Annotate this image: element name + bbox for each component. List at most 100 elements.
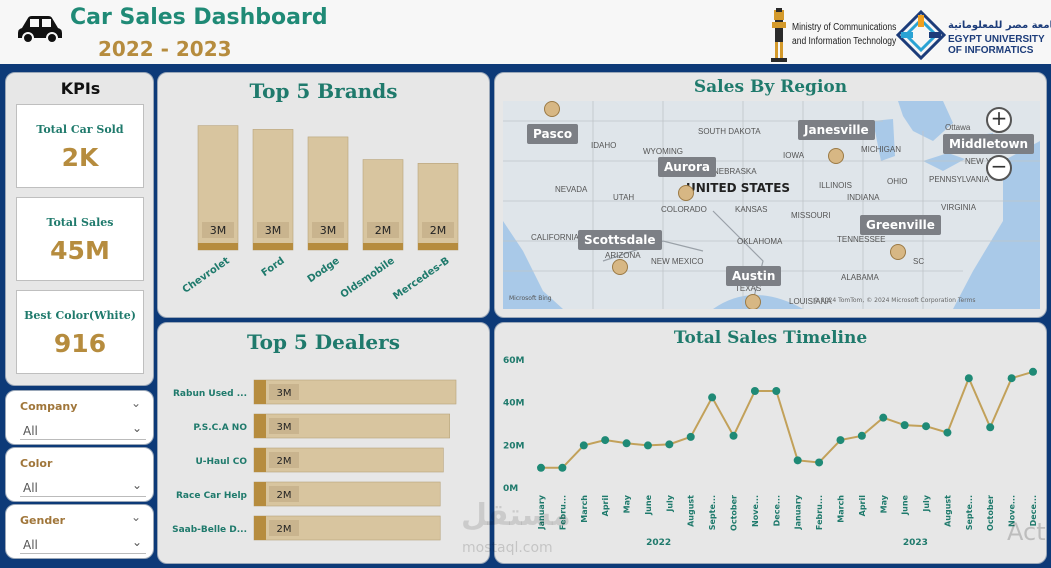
chevron-down-icon[interactable]: ⌄ xyxy=(132,478,142,492)
dashboard-years: 2022 - 2023 xyxy=(98,37,232,61)
state-label: TENNESSEE xyxy=(837,235,885,244)
company-dropdown[interactable]: All ⌄ xyxy=(20,418,146,440)
data-point xyxy=(558,464,566,472)
data-point xyxy=(858,432,866,440)
sales-timeline-chart: 0M20M40M60MJanuaryFebru...MarchAprilMayJ… xyxy=(495,323,1048,565)
data-point xyxy=(879,414,887,422)
bing-attribution: Microsoft Bing xyxy=(509,295,552,302)
state-label: VIRGINIA xyxy=(941,203,976,212)
state-label: WYOMING xyxy=(643,147,683,156)
x-tick-label: August xyxy=(687,495,696,527)
data-label: 2M xyxy=(277,490,292,501)
city-label-aurora: Aurora xyxy=(658,157,716,177)
city-label-middletown: Middletown xyxy=(943,134,1034,154)
data-label: 3M xyxy=(277,388,292,399)
bar-base xyxy=(363,243,403,250)
gender-dropdown[interactable]: All ⌄ xyxy=(20,532,146,554)
slicer-color[interactable]: Color All ⌄ xyxy=(5,447,154,502)
map-point-scottsdale[interactable] xyxy=(612,259,628,275)
country-label: UNITED STATES xyxy=(686,181,790,195)
zoom-out-button[interactable]: − xyxy=(986,155,1012,181)
state-label: ILLINOIS xyxy=(819,181,852,190)
dashboard-header: Car Sales Dashboard 2022 - 2023 Ministry… xyxy=(0,0,1051,67)
state-label: Ottawa xyxy=(945,123,970,132)
top-dealers-chart: Rabun Used ...3MP.S.C.A NO3MU-Haul CO2MR… xyxy=(158,323,491,565)
data-point xyxy=(601,436,609,444)
watermark-url: mostaql.com xyxy=(462,540,553,556)
chevron-down-icon[interactable]: ⌄ xyxy=(132,421,142,435)
state-label: SC xyxy=(913,257,924,266)
city-label-scottsdale: Scottsdale xyxy=(578,230,662,250)
y-tick-label: 20M xyxy=(503,441,525,451)
map-point-austin[interactable] xyxy=(745,294,761,309)
data-label: 2M xyxy=(277,524,292,535)
zoom-in-button[interactable]: + xyxy=(986,107,1012,133)
data-point xyxy=(965,374,973,382)
kpi-value: 916 xyxy=(17,329,143,358)
sales-timeline-panel: Total Sales Timeline 0M20M40M60MJanuaryF… xyxy=(494,322,1047,564)
data-point xyxy=(1008,374,1016,382)
bar-base xyxy=(254,414,266,438)
slicer-label: Color xyxy=(20,457,52,470)
map-point-greenville[interactable] xyxy=(890,244,906,260)
data-label: 3M xyxy=(277,422,292,433)
slicer-company[interactable]: Company ⌄ All ⌄ xyxy=(5,390,154,445)
x-tick-label: June xyxy=(901,494,910,515)
chevron-down-icon[interactable]: ⌄ xyxy=(131,396,141,410)
chevron-down-icon[interactable]: ⌄ xyxy=(132,535,142,549)
ministry-line-2: and Information Technology xyxy=(792,35,896,49)
x-tick-label: Dece... xyxy=(772,495,781,526)
color-dropdown[interactable]: All ⌄ xyxy=(20,475,146,497)
dropdown-value: All xyxy=(23,481,38,495)
state-label: COLORADO xyxy=(661,205,707,214)
data-point xyxy=(772,387,780,395)
eui-arabic-name: جامعة مصر للمعلوماتية xyxy=(948,20,1051,31)
bar-base xyxy=(198,243,238,250)
category-label: Rabun Used ... xyxy=(173,389,247,399)
top-dealers-panel: Top 5 Dealers Rabun Used ...3MP.S.C.A NO… xyxy=(157,322,490,564)
x-tick-label: Nove... xyxy=(751,495,760,527)
bar-base xyxy=(254,482,266,506)
sales-line xyxy=(541,372,1033,468)
map-point-pasco[interactable] xyxy=(544,101,560,117)
data-point xyxy=(537,464,545,472)
data-point xyxy=(986,423,994,431)
x-tick-label: April xyxy=(858,495,867,517)
top-brands-chart: 3MChevrolet3MFord3MDodge2MOldsmobile2MMe… xyxy=(158,73,491,319)
map-copyright: © 2024 TomTom, © 2024 Microsoft Corporat… xyxy=(813,297,976,304)
data-point xyxy=(687,433,695,441)
data-point xyxy=(730,432,738,440)
slicer-label: Gender xyxy=(20,514,65,527)
map-point-janesville[interactable] xyxy=(828,148,844,164)
dropdown-value: All xyxy=(23,424,38,438)
map-point-aurora[interactable] xyxy=(678,185,694,201)
x-tick-label: April xyxy=(601,495,610,517)
activate-windows-text: Act xyxy=(1007,518,1046,546)
slicer-label: Company xyxy=(20,400,77,413)
city-label-greenville: Greenville xyxy=(860,215,941,235)
x-tick-label: May xyxy=(623,494,632,513)
region-map[interactable]: SOUTH DAKOTA IDAHO WYOMING NEBRASKA IOWA… xyxy=(503,101,1040,309)
eui-logo: جامعة مصر للمعلوماتية EGYPT UNIVERSITY O… xyxy=(896,8,1048,60)
state-label: KANSAS xyxy=(735,205,767,214)
category-label: U-Haul CO xyxy=(195,457,247,467)
data-point xyxy=(922,422,930,430)
slicer-gender[interactable]: Gender ⌄ All ⌄ xyxy=(5,504,154,559)
watermark-text: مستقل xyxy=(461,498,571,533)
state-label: MICHIGAN xyxy=(861,145,901,154)
y-tick-label: 40M xyxy=(503,399,525,409)
category-label: Dodge xyxy=(306,255,342,285)
x-tick-label: Septe... xyxy=(965,495,974,530)
x-tick-label: March xyxy=(580,495,589,523)
state-label: OKLAHOMA xyxy=(737,237,782,246)
x-tick-label: January xyxy=(794,494,803,530)
data-point xyxy=(623,439,631,447)
x-tick-label: March xyxy=(836,495,845,523)
city-label-pasco: Pasco xyxy=(527,124,578,144)
ministry-line-1: Ministry of Communications xyxy=(792,21,896,35)
kpi-label: Best Color(White) xyxy=(17,309,143,322)
state-label: NEW MEXICO xyxy=(651,257,703,266)
chevron-down-icon[interactable]: ⌄ xyxy=(131,510,141,524)
category-label: Race Car Help xyxy=(176,491,248,501)
car-icon xyxy=(16,12,64,44)
